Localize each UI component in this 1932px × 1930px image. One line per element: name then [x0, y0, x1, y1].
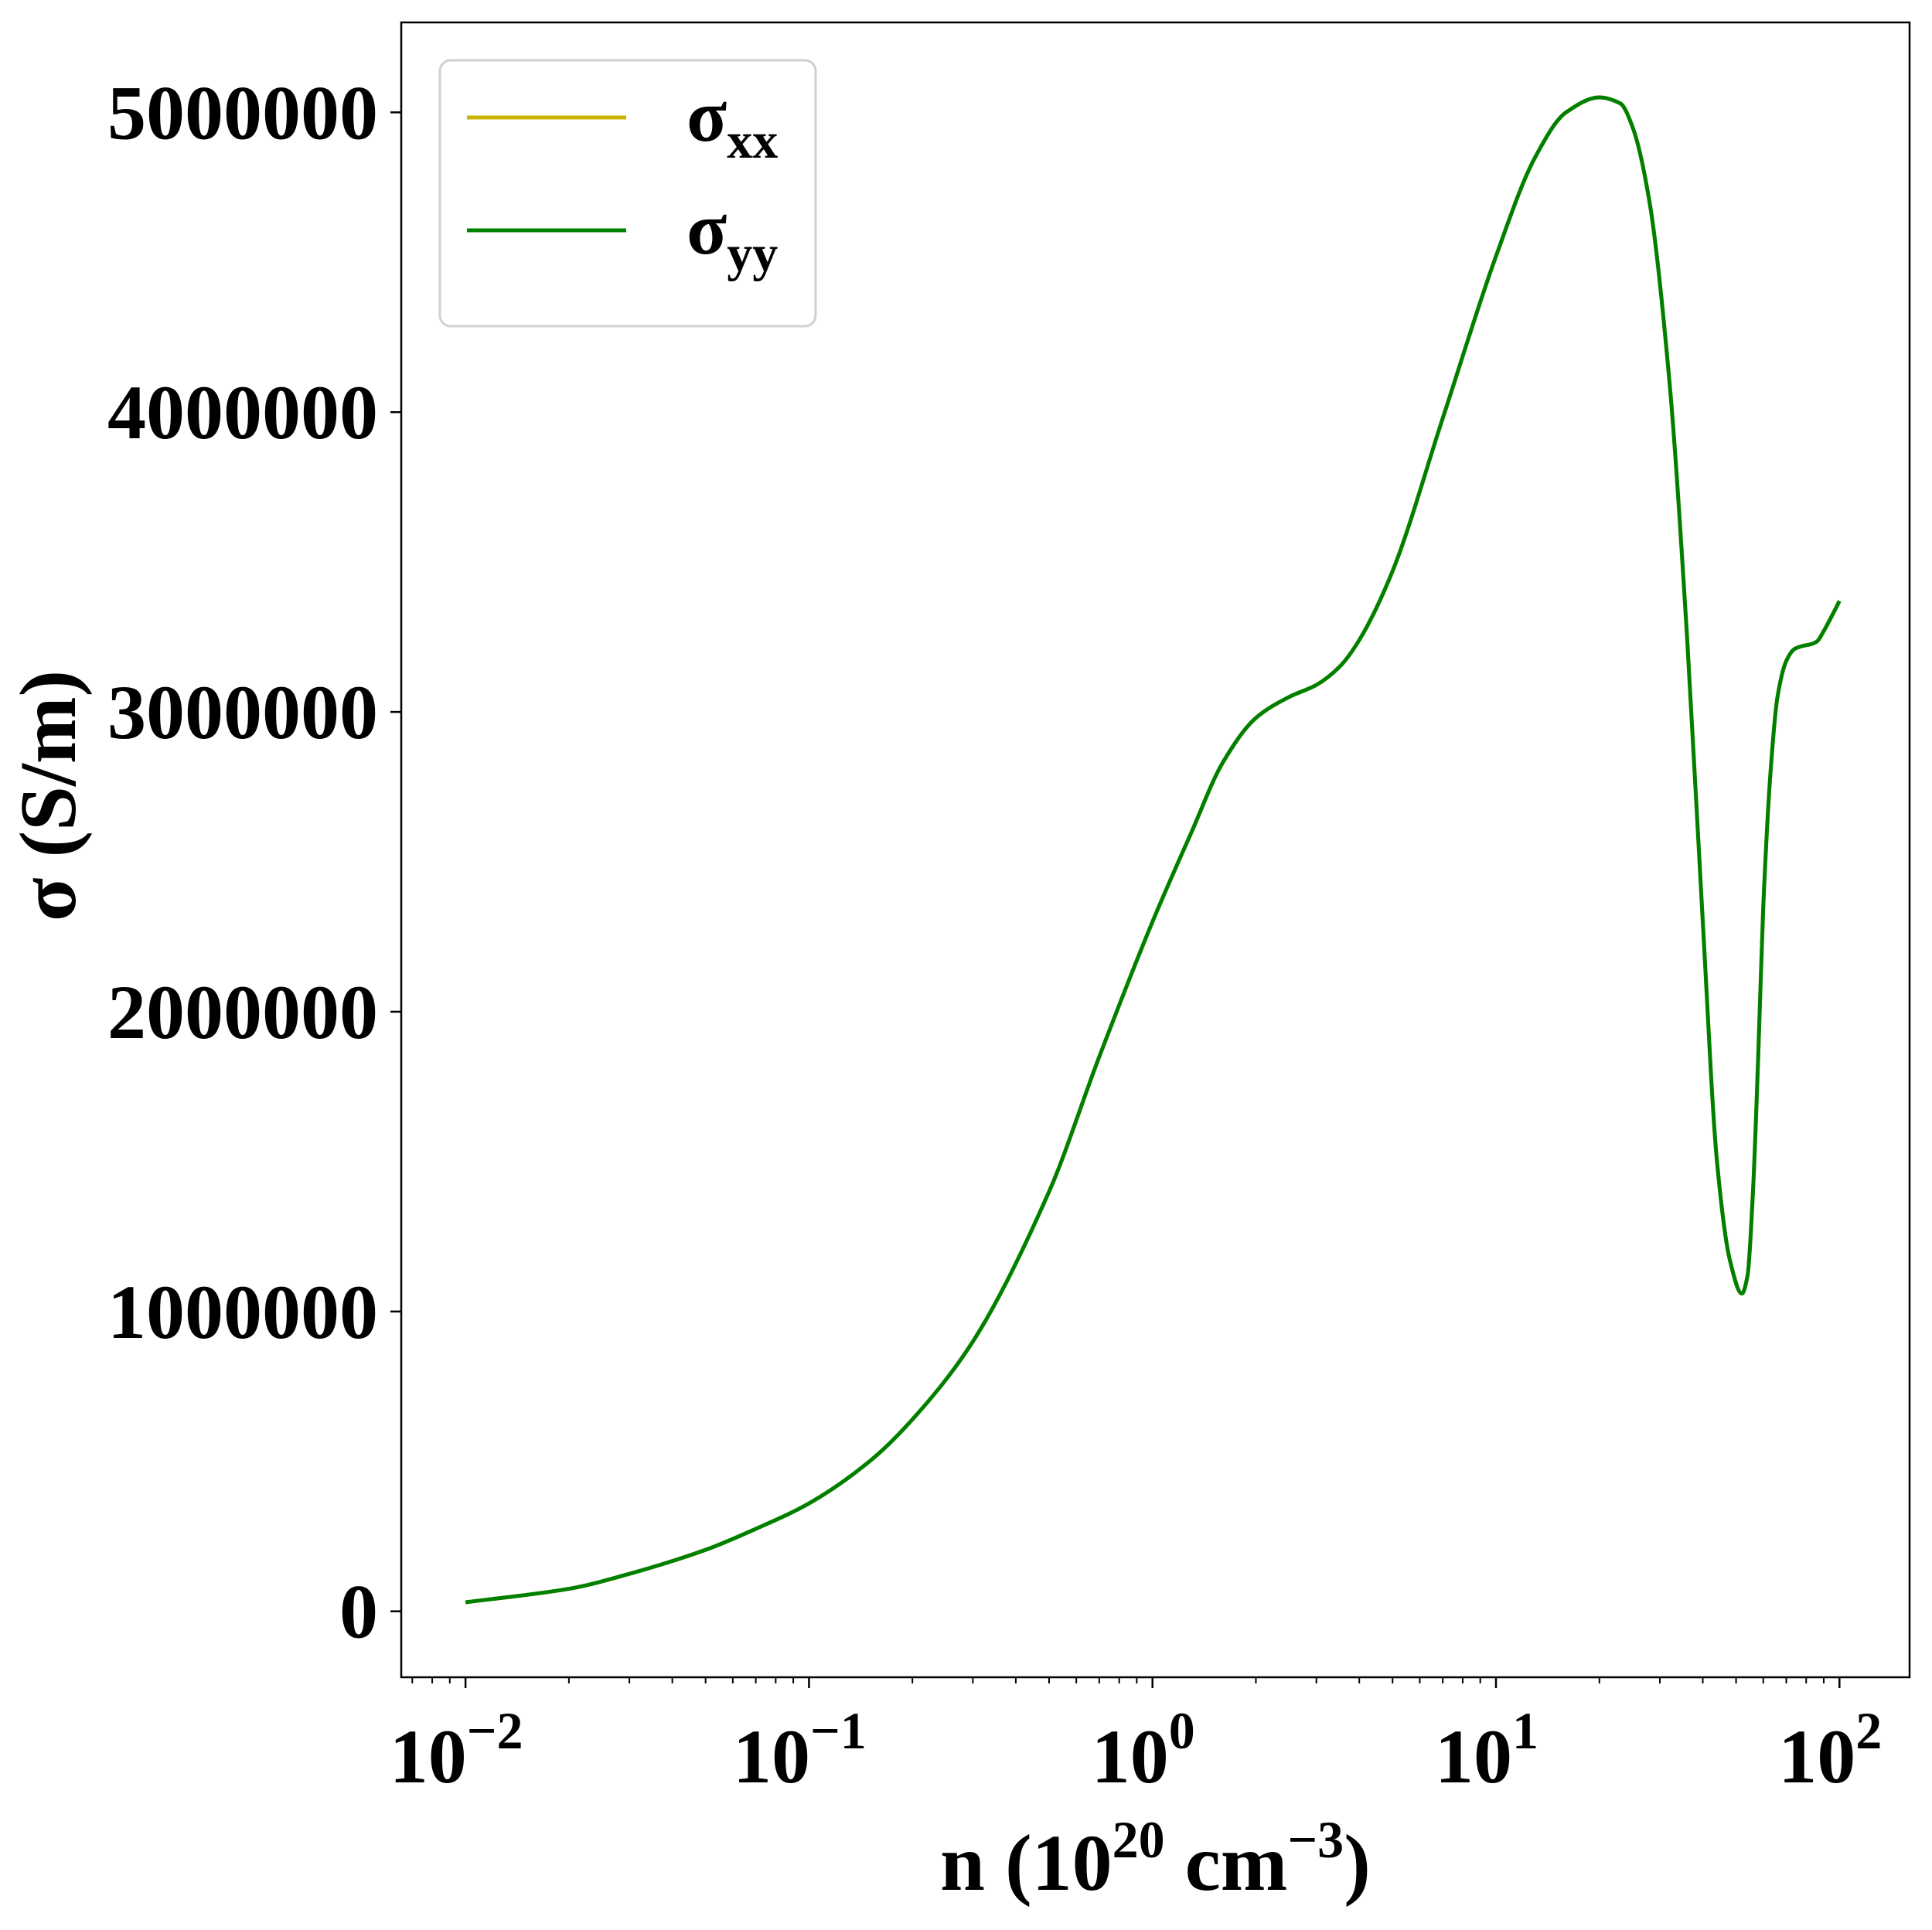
y-axis-ticks: 0 1000000 2000000 3000000 4000000 5000000 — [107, 70, 401, 1655]
x-axis-label-end: ) — [1344, 1819, 1371, 1908]
y-tick-label: 0 — [339, 1569, 378, 1655]
x-tick-label-exp: −2 — [467, 1701, 523, 1760]
x-axis-ticks: 10−2 10−1 100 101 102 — [390, 1677, 1882, 1799]
x-tick-label-exp: 1 — [1512, 1701, 1538, 1760]
legend-box — [438, 59, 817, 328]
x-axis-label-base: n (10 — [940, 1819, 1112, 1908]
x-tick-label-exp: −1 — [810, 1701, 867, 1760]
y-tick-label: 5000000 — [107, 70, 378, 155]
x-tick-label-exp: 2 — [1855, 1701, 1882, 1760]
legend-label-sigma-yy: σyy — [687, 187, 778, 282]
x-tick-label-base: 10 — [390, 1714, 467, 1799]
y-tick-label: 3000000 — [107, 669, 378, 755]
x-tick-label-base: 10 — [1092, 1714, 1169, 1799]
x-tick-label: 10−1 — [733, 1701, 867, 1799]
y-axis-label: σ (S/m) — [4, 670, 93, 921]
x-tick-label-exp: 0 — [1169, 1701, 1195, 1760]
y-tick-label: 2000000 — [107, 969, 378, 1055]
legend-label-main: σ — [687, 74, 727, 157]
x-axis-label-exp2: −3 — [1287, 1810, 1344, 1869]
x-tick-label: 102 — [1778, 1701, 1882, 1799]
series-layer — [465, 95, 1842, 1605]
y-tick-label: 1000000 — [107, 1269, 378, 1355]
x-tick-label-base: 10 — [1778, 1714, 1855, 1799]
y-tick-label: 4000000 — [107, 369, 378, 455]
plot-frame — [400, 21, 1911, 1679]
x-tick-label-base: 10 — [733, 1714, 810, 1799]
legend-label-sub: xx — [727, 113, 778, 169]
legend-label-sigma-xx: σxx — [687, 74, 778, 169]
legend-label-main: σ — [687, 187, 727, 270]
x-tick-label-base: 10 — [1435, 1714, 1512, 1799]
x-axis-label-mid: cm — [1165, 1819, 1288, 1908]
x-tick-label: 101 — [1435, 1701, 1538, 1799]
x-tick-label: 10−2 — [390, 1701, 523, 1799]
x-tick-label: 100 — [1092, 1701, 1195, 1799]
x-axis-label-exp1: 20 — [1113, 1810, 1165, 1869]
legend-label-sub: yy — [727, 226, 778, 282]
x-axis-label: n (1020 cm−3) — [940, 1810, 1371, 1908]
series-line-sigma-yy — [465, 95, 1842, 1605]
